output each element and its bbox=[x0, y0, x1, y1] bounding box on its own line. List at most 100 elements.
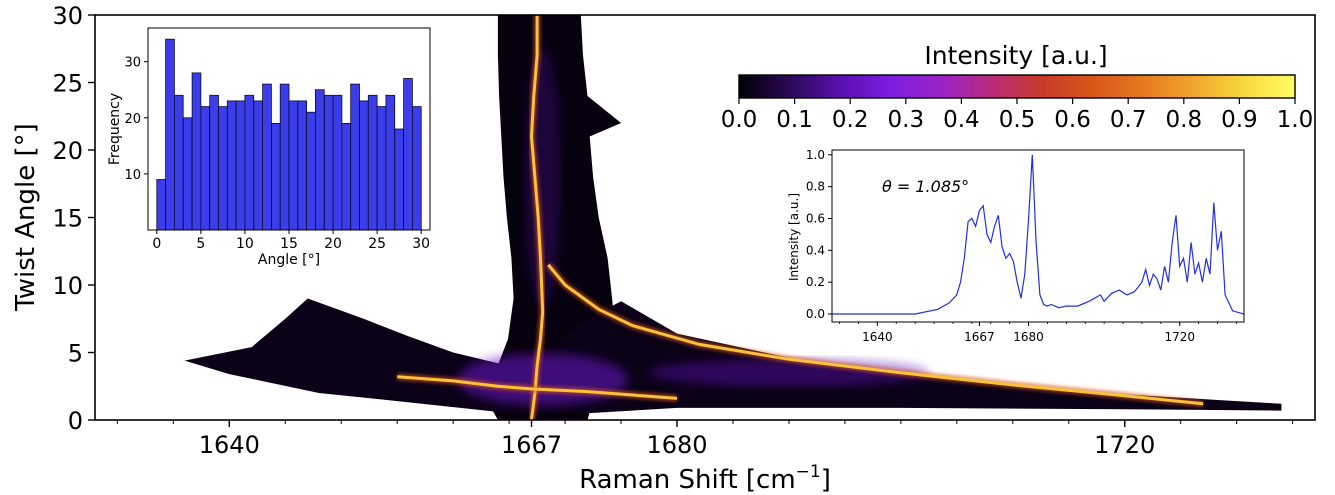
heatmap-x-tick-label: 1640 bbox=[199, 431, 260, 459]
colorbar-tick-label: 0.4 bbox=[943, 107, 980, 133]
colorbar-tick-label: 0.0 bbox=[721, 107, 758, 133]
histogram-bar bbox=[191, 72, 202, 231]
spectrum-y-tick-label: 0.0 bbox=[806, 307, 825, 321]
histogram-bar bbox=[165, 38, 175, 231]
histogram-bar bbox=[297, 100, 307, 231]
histogram-bar bbox=[288, 100, 299, 231]
histogram-bar bbox=[209, 94, 219, 231]
heatmap-y-tick-label: 10 bbox=[52, 272, 83, 300]
spectrum-x-tick-label: 1667 bbox=[964, 330, 995, 344]
histogram-bar bbox=[218, 106, 228, 231]
heatmap-haze bbox=[457, 353, 628, 406]
heatmap-y-tick-label: 5 bbox=[68, 340, 83, 368]
colorbar-tick-label: 0.8 bbox=[1166, 107, 1203, 133]
histogram-x-tick-label: 25 bbox=[368, 236, 386, 252]
histogram-bar bbox=[350, 83, 360, 231]
spectrum-frame bbox=[831, 149, 1245, 323]
spectrum-annotation: θ = 1.085° bbox=[882, 177, 969, 196]
histogram-bar bbox=[376, 106, 387, 231]
histogram-y-tick-label: 20 bbox=[124, 112, 141, 127]
spectrum-y-axis-label: Intensity [a.u.] bbox=[787, 193, 801, 281]
histogram-x-tick-label: 30 bbox=[412, 236, 430, 252]
heatmap-y-ticks: 0 5 10 15 20 25 30 bbox=[52, 2, 95, 435]
spectrum-y-tick-label: 0.4 bbox=[806, 243, 825, 257]
histogram-y-tick-label: 10 bbox=[124, 168, 141, 183]
histogram-bar bbox=[156, 179, 167, 231]
heatmap-branch bbox=[529, 15, 545, 420]
histogram-bar bbox=[403, 78, 413, 231]
histogram-bar bbox=[244, 94, 255, 231]
heatmap-x-ticks: 1640 1667 1680 1720 bbox=[116, 420, 1294, 459]
colorbar-tick-label: 0.2 bbox=[832, 107, 869, 133]
heatmap-y-tick-label: 30 bbox=[52, 2, 83, 30]
histogram-inset: 0 5 10 15 20 25 30 10 20 30 Angle [°] Frequency bbox=[107, 27, 431, 268]
histogram-x-ticks: 0 5 10 15 20 25 30 bbox=[152, 230, 430, 252]
heatmap-branch bbox=[547, 263, 1204, 406]
histogram-bar bbox=[332, 94, 343, 231]
colorbar-tick-label: 0.7 bbox=[1110, 107, 1147, 133]
heatmap-y-tick-label: 25 bbox=[52, 70, 83, 98]
heatmap-plot: 1640 1667 1680 1720 0 5 10 15 20 25 30 Raman Shif… bbox=[11, 2, 1316, 495]
spectrum-y-tick-label: 0.8 bbox=[806, 180, 825, 194]
colorbar-ticks: 0.0 0.1 0.2 0.3 0.4 0.5 0.6 0.7 0.8 0.9 1.0 bbox=[721, 98, 1314, 133]
histogram-bar bbox=[262, 83, 272, 231]
spectrum-x-tick-label: 1640 bbox=[862, 330, 893, 344]
heatmap-y-tick-label: 15 bbox=[52, 205, 83, 233]
histogram-x-axis-label: Angle [°] bbox=[258, 252, 320, 268]
heatmap-x-tick-label: 1680 bbox=[646, 431, 707, 459]
spectrum-y-tick-label: 0.2 bbox=[806, 275, 825, 289]
histogram-x-tick-label: 0 bbox=[152, 236, 161, 252]
spectrum-x-tick-label: 1680 bbox=[1013, 330, 1044, 344]
histogram-bar bbox=[367, 94, 378, 231]
spectrum-inset: 1640 1667 1680 1720 0.0 0.2 0.4 0.6 0.8 1.0 Inte… bbox=[787, 148, 1245, 344]
histogram-bar bbox=[323, 94, 334, 231]
histogram-bar bbox=[270, 123, 281, 231]
spectrum-y-ticks: 0.0 0.2 0.4 0.6 0.8 1.0 bbox=[806, 148, 832, 321]
histogram-bar bbox=[200, 106, 211, 231]
heatmap-y-tick-label: 20 bbox=[52, 137, 83, 165]
histogram-bar bbox=[173, 94, 184, 231]
histogram-bar bbox=[394, 128, 404, 231]
histogram-bar bbox=[385, 94, 396, 231]
histogram-x-tick-label: 10 bbox=[236, 236, 254, 252]
histogram-bar bbox=[235, 100, 246, 231]
heatmap-x-axis-label: Raman Shift [cm−1] bbox=[579, 462, 831, 495]
colorbar-label: Intensity [a.u.] bbox=[924, 41, 1107, 70]
histogram-bar bbox=[182, 117, 193, 231]
colorbar-tick-label: 0.1 bbox=[776, 107, 813, 133]
heatmap-x-tick-label: 1720 bbox=[1094, 431, 1155, 459]
histogram-bar bbox=[306, 111, 316, 231]
histogram-bar bbox=[341, 123, 352, 231]
histogram-x-tick-label: 20 bbox=[324, 236, 342, 252]
histogram-bar bbox=[314, 89, 325, 231]
spectrum-background bbox=[832, 150, 1244, 322]
histogram-bar bbox=[411, 106, 422, 231]
histogram-y-axis-label: Frequency bbox=[107, 93, 123, 165]
colorbar-tick-label: 0.5 bbox=[999, 107, 1036, 133]
colorbar-tick-label: 0.9 bbox=[1221, 107, 1258, 133]
heatmap-y-axis-label: Twist Angle [°] bbox=[11, 123, 41, 312]
heatmap-x-tick-label: 1667 bbox=[501, 431, 562, 459]
colorbar-tick-label: 0.3 bbox=[888, 107, 925, 133]
heatmap-branch bbox=[397, 375, 678, 400]
colorbar: Intensity [a.u.] 0.0 0.1 0.2 0.3 0.4 0.5 0.6 0.… bbox=[721, 41, 1314, 133]
histogram-bar bbox=[253, 100, 264, 231]
histogram-x-tick-label: 15 bbox=[280, 236, 298, 252]
histogram-x-tick-label: 5 bbox=[196, 236, 205, 252]
histogram-bar bbox=[279, 83, 290, 231]
spectrum-y-tick-label: 1.0 bbox=[806, 148, 825, 162]
heatmap-y-tick-label: 0 bbox=[68, 407, 83, 435]
histogram-bar bbox=[359, 100, 369, 231]
colorbar-gradient bbox=[738, 74, 1296, 99]
histogram-y-tick-label: 30 bbox=[124, 56, 141, 71]
spectrum-x-tick-label: 1720 bbox=[1164, 330, 1195, 344]
spectrum-y-tick-label: 0.6 bbox=[806, 211, 825, 225]
histogram-y-ticks: 10 20 30 bbox=[124, 56, 148, 183]
histogram-bar bbox=[226, 100, 237, 231]
spectrum-line bbox=[832, 154, 1244, 315]
colorbar-tick-label: 0.6 bbox=[1054, 107, 1091, 133]
spectrum-x-ticks: 1640 1667 1680 1720 bbox=[839, 322, 1237, 344]
colorbar-tick-label: 1.0 bbox=[1277, 107, 1314, 133]
heatmap-bright-branches bbox=[396, 15, 1204, 420]
